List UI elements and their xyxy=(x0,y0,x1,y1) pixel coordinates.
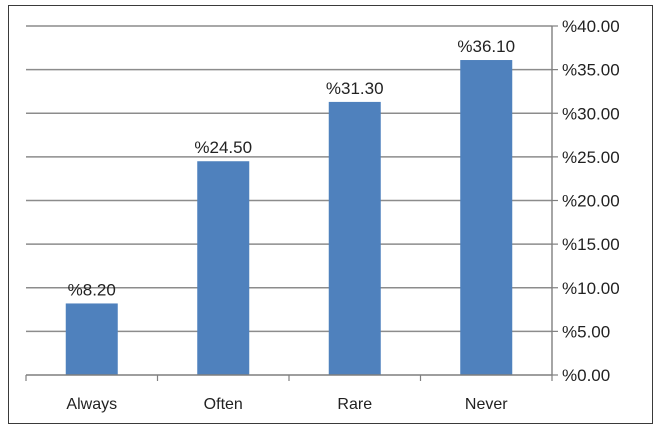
bar-always xyxy=(65,303,118,375)
y-tick-label: %20.00 xyxy=(562,192,620,211)
chart-frame: %0.00 %5.00 %10.00 %15.00 %20.00 %25.00 %30.00… xyxy=(8,5,653,424)
y-tick-label: %30.00 xyxy=(562,104,620,123)
y-tick-label: %0.00 xyxy=(562,366,610,385)
y-tick-label: %25.00 xyxy=(562,148,620,167)
bar-chart: %0.00 %5.00 %10.00 %15.00 %20.00 %25.00 %30.00… xyxy=(25,17,620,413)
data-label: %36.10 xyxy=(457,37,515,56)
bar-often xyxy=(197,161,250,375)
bar-never xyxy=(460,60,513,376)
data-label: %24.50 xyxy=(194,138,252,157)
gridlines xyxy=(26,25,552,333)
labels: %0.00 %5.00 %10.00 %15.00 %20.00 %25.00 %30.00… xyxy=(66,17,619,413)
y-tick-label: %15.00 xyxy=(562,235,620,254)
axes xyxy=(25,25,558,381)
y-tick-label: %35.00 xyxy=(562,61,620,80)
x-category-label: Never xyxy=(465,396,508,413)
bars xyxy=(65,60,513,376)
data-label: %8.20 xyxy=(68,280,116,299)
y-tick-label: %10.00 xyxy=(562,279,620,298)
x-category-label: Often xyxy=(204,396,243,413)
y-tick-label: %5.00 xyxy=(562,322,610,341)
data-label: %31.30 xyxy=(326,79,384,98)
y-tick-label: %40.00 xyxy=(562,17,620,36)
x-category-label: Always xyxy=(66,396,117,413)
x-category-label: Rare xyxy=(337,396,372,413)
bar-rare xyxy=(328,101,381,375)
